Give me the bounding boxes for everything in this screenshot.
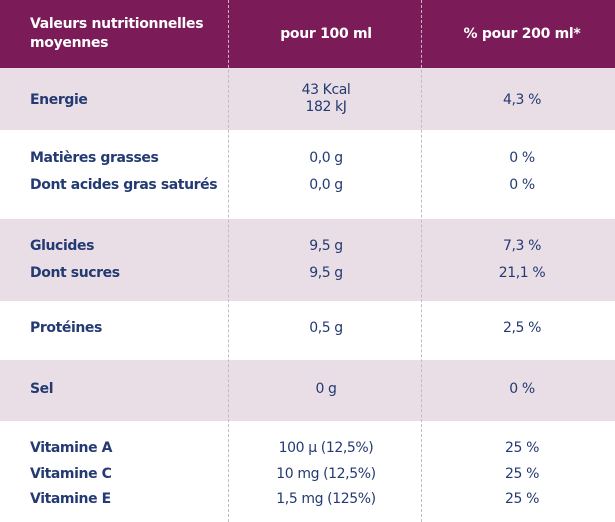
header-nutrition-values: Valeurs nutritionnelles moyennes	[30, 16, 204, 51]
column-divider	[228, 0, 229, 522]
table-row-vitamine-a: Vitamine A 100 µ (12,5%) 25 %	[0, 436, 615, 460]
row-percent: 0 %	[509, 381, 535, 397]
table-row-acides-gras: Dont acides gras saturés 0,0 g 0 %	[0, 173, 615, 197]
table-header: Valeurs nutritionnelles moyennes pour 10…	[0, 0, 615, 68]
row-percent: 0 %	[509, 177, 535, 193]
table-row-glucides: Glucides 9,5 g 7,3 %	[0, 234, 615, 258]
table-row-proteines: Protéines 0,5 g 2,5 %	[0, 316, 615, 340]
row-percent: 25 %	[505, 440, 539, 456]
row-per100: 0,0 g	[309, 150, 343, 166]
row-label: Matières grasses	[30, 150, 159, 166]
energy-per100: 43 Kcal 182 kJ	[230, 82, 422, 118]
table-row-vitamine-c: Vitamine C 10 mg (12,5%) 25 %	[0, 462, 615, 486]
row-per100: 0,0 g	[309, 177, 343, 193]
row-per100: 0,5 g	[309, 320, 343, 336]
row-percent: 25 %	[505, 466, 539, 482]
vitamins-band	[0, 421, 615, 522]
protein-band	[0, 301, 615, 360]
row-per100: 9,5 g	[309, 238, 343, 254]
row-percent: 0 %	[509, 150, 535, 166]
table-row-sel: Sel 0 g 0 %	[0, 377, 615, 401]
row-per100: 9,5 g	[309, 265, 343, 281]
row-label: Glucides	[30, 238, 95, 254]
row-label: Dont acides gras saturés	[30, 177, 218, 193]
fats-band	[0, 130, 615, 219]
row-label: Vitamine E	[30, 491, 111, 507]
row-label: Dont sucres	[30, 265, 120, 281]
row-percent: 25 %	[505, 491, 539, 507]
table-row-matieres-grasses: Matières grasses 0,0 g 0 %	[0, 146, 615, 170]
energy-kj: 182 kJ	[305, 99, 347, 115]
row-percent: 21,1 %	[498, 265, 546, 281]
row-per100: 0 g	[315, 381, 337, 397]
row-per100: 100 µ (12,5%)	[278, 440, 374, 456]
row-percent: 7,3 %	[502, 238, 542, 254]
row-per100: 1,5 mg (125%)	[276, 491, 376, 507]
header-per-100ml: pour 100 ml	[280, 26, 372, 42]
row-label: Protéines	[30, 320, 102, 336]
energy-kcal: 43 Kcal	[301, 82, 351, 98]
header-percent-200ml: % pour 200 ml*	[463, 26, 581, 42]
row-per100: 10 mg (12,5%)	[276, 466, 376, 482]
row-percent: 4,3 %	[502, 92, 542, 108]
table-row-vitamine-e: Vitamine E 1,5 mg (125%) 25 %	[0, 487, 615, 511]
row-label: Vitamine C	[30, 466, 112, 482]
salt-band	[0, 360, 615, 421]
row-label: Sel	[30, 381, 54, 397]
energy-band	[0, 68, 615, 130]
carbs-band	[0, 219, 615, 301]
table-row-energie: Energie 4,3 %	[0, 88, 615, 112]
row-label: Vitamine A	[30, 440, 113, 456]
row-percent: 2,5 %	[502, 320, 542, 336]
column-divider	[421, 0, 422, 522]
row-label: Energie	[30, 92, 88, 108]
table-row-sucres: Dont sucres 9,5 g 21,1 %	[0, 261, 615, 285]
